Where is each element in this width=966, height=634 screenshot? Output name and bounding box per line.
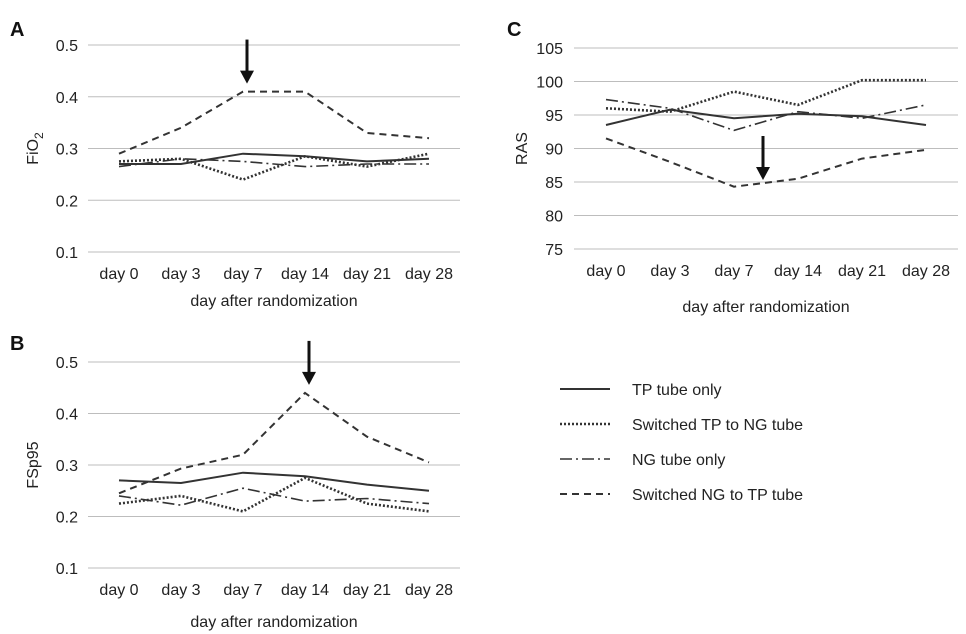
panel-c: C 75 80 85 90 95 100 105 day 0 day 3 day 7 day 14 da…: [507, 19, 958, 316]
y-axis-title: RAS: [514, 132, 531, 165]
x-tick-label: day 14: [774, 263, 822, 280]
x-axis-title: day after randomization: [190, 293, 357, 310]
x-tick-label: day 7: [223, 582, 262, 599]
arrow-annotation: [240, 39, 254, 84]
y-tick-label: 95: [545, 108, 563, 125]
panel-b: B 0.1 0.2 0.3 0.4 0.5 day 0 day 3 day 7 day 14 day…: [10, 333, 460, 631]
x-tick-label: day 28: [405, 582, 453, 599]
series-line-dashdot: [118, 157, 429, 168]
series-line-dotted: [605, 78, 926, 114]
series-line-dotted: [118, 152, 430, 181]
legend-label: NG tube only: [632, 452, 725, 469]
legend-item: TP tube only: [560, 382, 722, 399]
x-tick-label: day 21: [343, 582, 391, 599]
arrow-annotation: [756, 136, 770, 180]
x-tick-label: day 14: [281, 266, 329, 283]
x-tick-label: day 0: [586, 263, 625, 280]
legend-label: TP tube only: [632, 382, 722, 399]
x-tick-label: day 21: [838, 263, 886, 280]
panel-letter: B: [10, 333, 24, 355]
x-tick-label: day 28: [405, 266, 453, 283]
series-line-dashed: [605, 137, 927, 188]
y-tick-label: 100: [536, 75, 563, 92]
legend-item: NG tube only: [560, 452, 725, 469]
y-axis-title: FSp95: [25, 441, 42, 488]
x-tick-label: day 21: [343, 266, 391, 283]
x-tick-label: day 7: [714, 263, 753, 280]
x-tick-label: day 14: [281, 582, 329, 599]
x-tick-label: day 3: [161, 266, 200, 283]
x-tick-label: day 3: [161, 582, 200, 599]
x-tick-label: day 0: [99, 266, 138, 283]
chart-panels: A 0.1 0.2 0.3 0.4 0.5 day 0 day 3 day 7 day 14 day…: [10, 19, 958, 631]
x-axis-title: day after randomization: [682, 299, 849, 316]
panel-letter: A: [10, 19, 24, 41]
y-tick-label: 0.1: [56, 245, 78, 262]
series-line-dashdot: [605, 98, 927, 132]
series-line-solid: [119, 152, 430, 165]
y-tick-label: 0.2: [56, 193, 78, 210]
y-tick-label: 0.2: [56, 510, 78, 527]
y-tick-label: 0.3: [56, 142, 78, 159]
y-tick-label: 0.3: [56, 458, 78, 475]
x-tick-label: day 7: [223, 266, 262, 283]
y-tick-label: 85: [545, 175, 563, 192]
panel-letter: C: [507, 19, 521, 41]
series-line-dashed: [118, 90, 430, 155]
legend-label: Switched NG to TP tube: [632, 487, 803, 504]
x-tick-label: day 3: [650, 263, 689, 280]
y-tick-label: 75: [545, 242, 563, 259]
y-tick-label: 0.5: [56, 355, 78, 372]
series-line-dashdot: [118, 487, 430, 507]
y-tick-label: 0.4: [56, 90, 78, 107]
x-tick-label: day 28: [902, 263, 950, 280]
legend-item: Switched TP to NG tube: [560, 417, 803, 434]
x-axis-title: day after randomization: [190, 614, 357, 631]
y-tick-label: 0.1: [56, 561, 78, 578]
series-line-solid: [118, 471, 430, 492]
panel-a: A 0.1 0.2 0.3 0.4 0.5 day 0 day 3 day 7 day 14 day…: [10, 19, 460, 310]
legend: TP tube only Switched TP to NG tube NG tub…: [560, 382, 803, 504]
y-tick-label: 80: [545, 209, 563, 226]
series-line-dashed: [118, 391, 430, 495]
y-axis-title: FiO2: [25, 132, 46, 165]
y-tick-label: 0.4: [56, 407, 78, 424]
x-tick-label: day 0: [99, 582, 138, 599]
y-tick-label: 0.5: [56, 38, 78, 55]
y-tick-label: 90: [545, 142, 563, 159]
arrow-annotation: [302, 340, 316, 385]
legend-item: Switched NG to TP tube: [560, 487, 803, 504]
y-tick-label: 105: [536, 41, 563, 58]
legend-label: Switched TP to NG tube: [632, 417, 803, 434]
